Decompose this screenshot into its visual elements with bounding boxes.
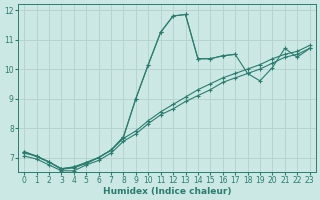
X-axis label: Humidex (Indice chaleur): Humidex (Indice chaleur) (103, 187, 231, 196)
